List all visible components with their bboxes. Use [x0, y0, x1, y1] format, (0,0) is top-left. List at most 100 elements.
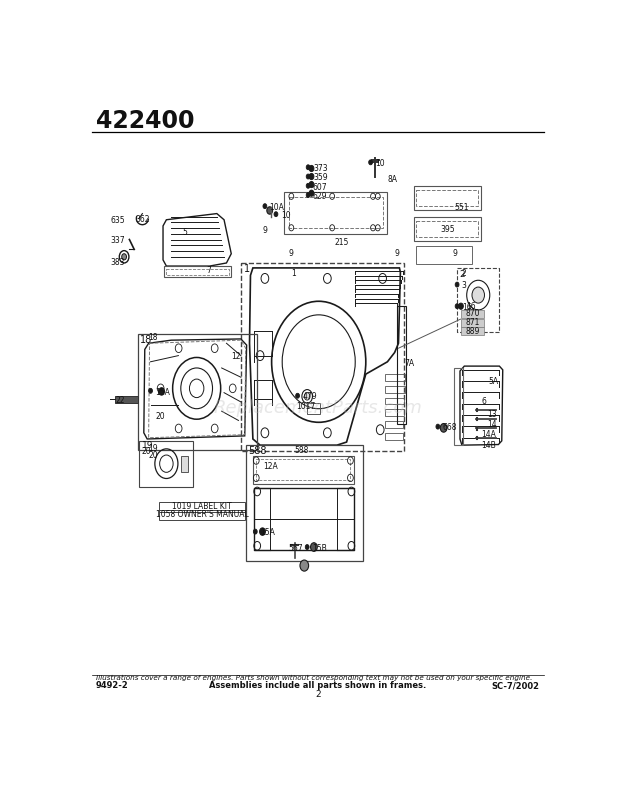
Circle shape [369, 160, 373, 164]
Text: 9492-2: 9492-2 [95, 682, 128, 691]
Text: 14: 14 [487, 420, 497, 429]
Circle shape [309, 165, 314, 172]
Text: 9: 9 [289, 249, 294, 257]
Text: 337: 337 [110, 237, 125, 245]
Text: 588: 588 [294, 446, 309, 456]
Circle shape [159, 387, 164, 395]
Bar [385, 409, 404, 416]
Text: 14A: 14A [481, 430, 496, 439]
Circle shape [274, 212, 278, 217]
Circle shape [459, 303, 463, 310]
Text: 1058 OWNER'S MANUAL: 1058 OWNER'S MANUAL [156, 510, 249, 519]
Text: 9: 9 [453, 249, 457, 257]
Text: SC-7/2002: SC-7/2002 [492, 682, 540, 691]
Bar [159, 502, 245, 512]
Text: 12A: 12A [263, 462, 278, 472]
Circle shape [309, 173, 314, 180]
Circle shape [455, 304, 459, 309]
Text: 629: 629 [313, 192, 327, 200]
Bar [414, 217, 481, 241]
Text: Assemblies include all parts shown in frames.: Assemblies include all parts shown in fr… [209, 682, 427, 691]
Text: 5: 5 [182, 228, 187, 237]
Circle shape [472, 287, 484, 303]
Bar [115, 395, 138, 403]
Circle shape [440, 423, 447, 432]
Circle shape [260, 528, 265, 535]
Text: 9: 9 [262, 225, 267, 235]
Bar [253, 456, 354, 484]
Text: 16: 16 [466, 302, 476, 311]
Bar [181, 456, 188, 472]
Text: 18: 18 [149, 333, 158, 342]
Bar [138, 334, 257, 450]
Bar [385, 398, 404, 404]
Text: 362: 362 [135, 215, 149, 224]
Circle shape [436, 424, 440, 429]
Text: 383: 383 [110, 258, 125, 268]
Text: 668: 668 [443, 423, 457, 432]
Text: 3: 3 [462, 282, 467, 290]
Circle shape [304, 393, 310, 400]
Bar [461, 310, 484, 318]
Text: 1019 LABEL KIT: 1019 LABEL KIT [172, 502, 232, 511]
Text: 373: 373 [313, 164, 327, 173]
Circle shape [267, 207, 273, 214]
Bar [241, 263, 404, 452]
Text: 870: 870 [465, 310, 480, 318]
Bar [289, 197, 383, 228]
Circle shape [306, 184, 310, 188]
Text: 16: 16 [462, 303, 472, 312]
Circle shape [455, 282, 459, 287]
Text: 2: 2 [315, 690, 321, 699]
Text: 10A: 10A [270, 203, 285, 212]
Circle shape [309, 190, 314, 196]
Text: 19: 19 [149, 444, 158, 453]
Bar [454, 368, 463, 445]
Text: 20: 20 [149, 452, 158, 460]
Text: 359: 359 [313, 173, 327, 182]
Bar [397, 306, 405, 423]
Text: 2: 2 [459, 269, 465, 278]
Text: 10: 10 [281, 211, 290, 220]
Text: 5A: 5A [489, 377, 498, 386]
Bar [166, 269, 229, 275]
Circle shape [296, 393, 299, 399]
Text: 588: 588 [249, 447, 267, 456]
Bar [284, 192, 388, 234]
Text: 607: 607 [313, 183, 327, 192]
Circle shape [300, 560, 309, 571]
Text: 8A: 8A [388, 175, 397, 184]
Text: Illustrations cover a range of engines. Parts shown without corresponding text m: Illustrations cover a range of engines. … [95, 675, 532, 681]
Bar [385, 421, 403, 427]
Bar [307, 403, 320, 414]
Circle shape [306, 192, 310, 197]
Bar [416, 190, 478, 206]
Text: 14B: 14B [481, 440, 496, 450]
Circle shape [306, 174, 310, 179]
Bar [385, 433, 403, 439]
Text: 13: 13 [487, 411, 497, 419]
Text: 889: 889 [465, 326, 480, 336]
Text: 635: 635 [110, 217, 125, 225]
Circle shape [122, 253, 126, 260]
Bar [254, 488, 354, 549]
Circle shape [311, 543, 317, 551]
Text: 15A: 15A [156, 387, 171, 396]
Circle shape [263, 204, 267, 209]
Circle shape [306, 164, 310, 170]
Bar [139, 441, 193, 487]
Text: 15B: 15B [312, 544, 327, 553]
Text: 479: 479 [303, 392, 317, 402]
Text: 567: 567 [288, 544, 303, 553]
Text: 12: 12 [231, 352, 241, 362]
Bar [461, 327, 484, 335]
Circle shape [149, 388, 153, 393]
Circle shape [305, 545, 309, 549]
Text: 395: 395 [440, 225, 455, 233]
Text: 551: 551 [454, 203, 469, 212]
Text: 15A: 15A [260, 529, 275, 537]
Bar [246, 445, 363, 561]
Bar [461, 318, 484, 326]
Text: 1: 1 [291, 269, 296, 278]
Bar [416, 221, 478, 237]
